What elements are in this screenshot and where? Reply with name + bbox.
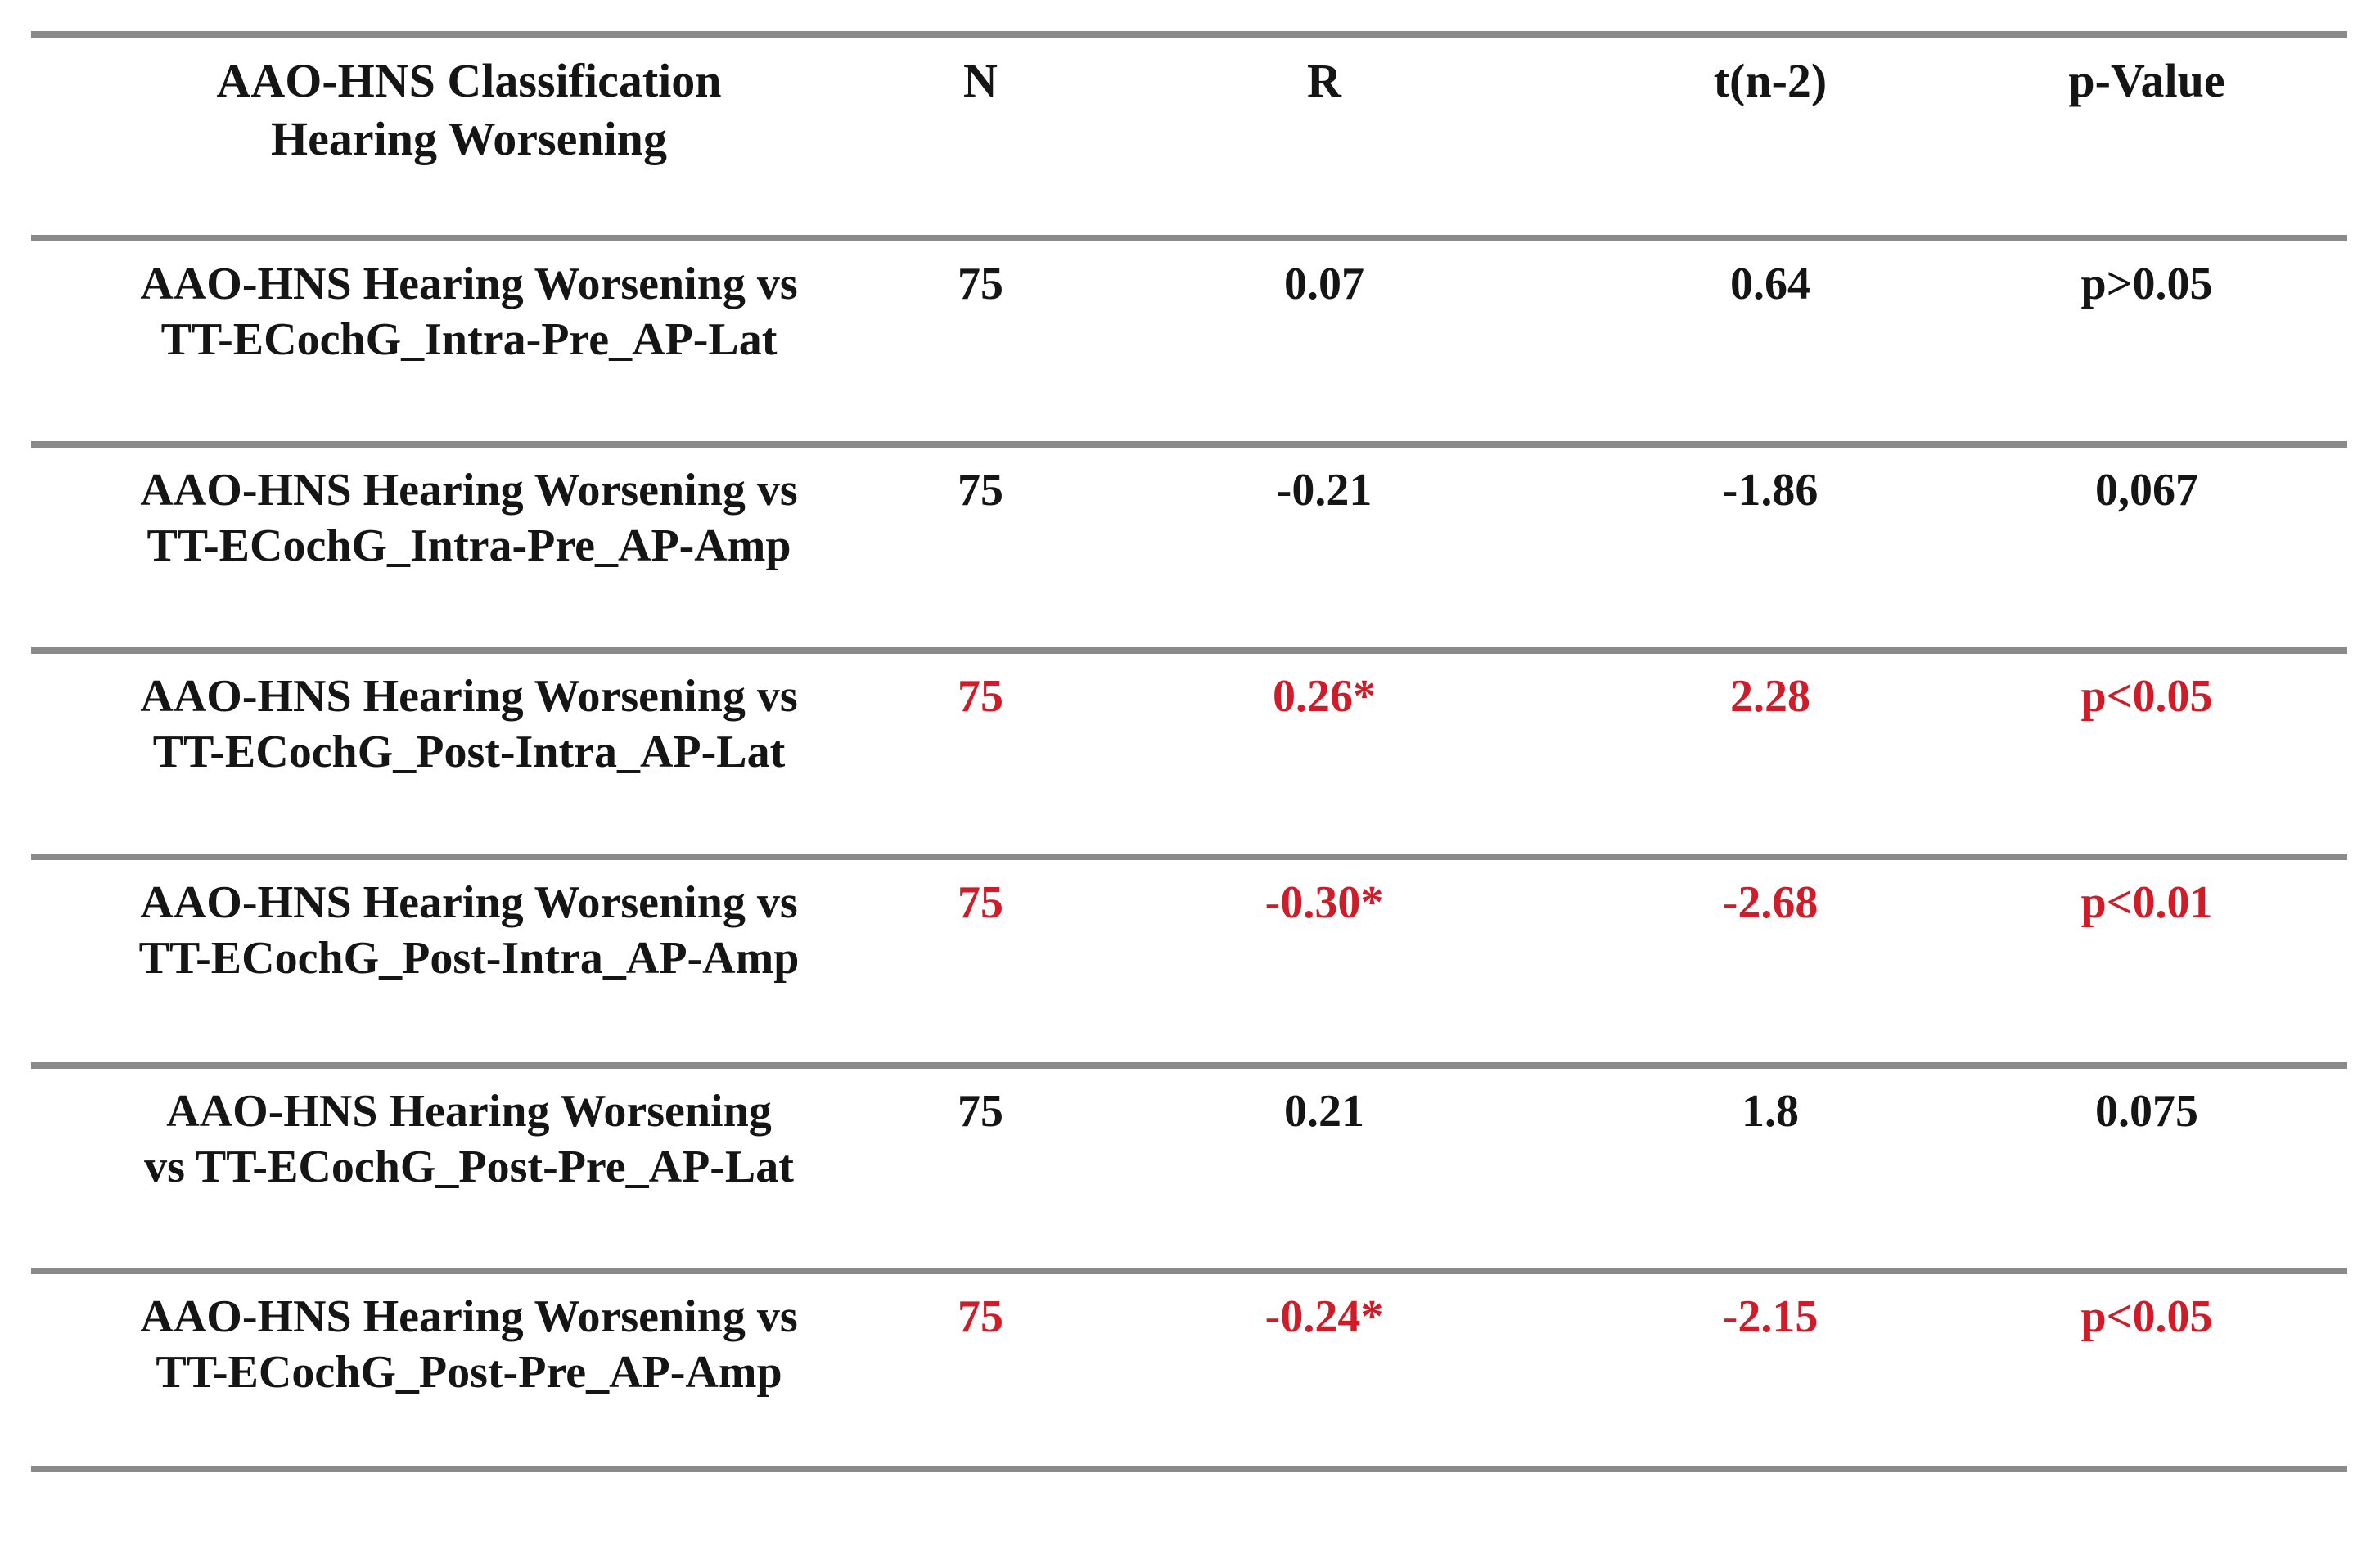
n-value: 75 xyxy=(958,1291,1003,1342)
column-header-t: t(n-2) xyxy=(1713,54,1828,107)
row-label: AAO-HNS Hearing Worsening vs TT-ECochG_I… xyxy=(140,259,798,366)
r-value: -0.21 xyxy=(1276,465,1373,516)
table-row: AAO-HNS Hearing Worsening vs TT-ECochG_P… xyxy=(31,1268,2347,1466)
table-row: AAO-HNS Hearing Worsening vs TT-ECochG_P… xyxy=(31,647,2347,854)
p-value: 0,067 xyxy=(2095,465,2198,516)
r-value: 0.26* xyxy=(1273,671,1376,722)
p-value: p<0.01 xyxy=(2080,877,2213,928)
column-header-classification: AAO-HNS Classification Hearing Worsening xyxy=(216,54,722,165)
p-value: p<0.05 xyxy=(2080,1291,2213,1342)
table-row: AAO-HNS Hearing Worsening vs TT-ECochG_I… xyxy=(31,235,2347,441)
n-value: 75 xyxy=(958,1086,1003,1137)
row-label: AAO-HNS Hearing Worsening vs TT-ECochG_P… xyxy=(140,1291,798,1399)
t-value: 1.8 xyxy=(1742,1086,1799,1137)
row-label: AAO-HNS Hearing Worsening vs TT-ECochG_P… xyxy=(144,1086,794,1193)
t-value: -2.15 xyxy=(1722,1291,1819,1342)
n-value: 75 xyxy=(958,465,1003,516)
row-label: AAO-HNS Hearing Worsening vs TT-ECochG_I… xyxy=(140,465,798,572)
column-header-n: N xyxy=(963,54,998,107)
t-value: 2.28 xyxy=(1730,671,1810,722)
p-value: p>0.05 xyxy=(2080,259,2213,309)
n-value: 75 xyxy=(958,877,1003,928)
n-value: 75 xyxy=(958,671,1003,722)
row-label: AAO-HNS Hearing Worsening vs TT-ECochG_P… xyxy=(138,877,800,984)
p-value: 0.075 xyxy=(2095,1086,2198,1137)
table-row: AAO-HNS Hearing Worsening vs TT-ECochG_P… xyxy=(31,1062,2347,1268)
table-row: AAO-HNS Hearing Worsening vs TT-ECochG_I… xyxy=(31,441,2347,647)
p-value: p<0.05 xyxy=(2080,671,2213,722)
r-value: 0.21 xyxy=(1284,1086,1364,1137)
column-header-r: R xyxy=(1307,54,1341,107)
n-value: 75 xyxy=(958,259,1003,309)
r-value: 0.07 xyxy=(1284,259,1364,309)
correlation-stats-table: AAO-HNS Classification Hearing Worsening… xyxy=(31,31,2347,1472)
r-value: -0.30* xyxy=(1264,877,1384,928)
r-value: -0.24* xyxy=(1264,1291,1384,1342)
t-value: -2.68 xyxy=(1722,877,1819,928)
t-value: -1.86 xyxy=(1722,465,1819,516)
t-value: 0.64 xyxy=(1730,259,1810,309)
table-header-row: AAO-HNS Classification Hearing Worsening… xyxy=(31,31,2347,235)
column-header-p-value: p-Value xyxy=(2068,54,2225,107)
table-row: AAO-HNS Hearing Worsening vs TT-ECochG_P… xyxy=(31,854,2347,1062)
row-label: AAO-HNS Hearing Worsening vs TT-ECochG_P… xyxy=(140,671,798,778)
